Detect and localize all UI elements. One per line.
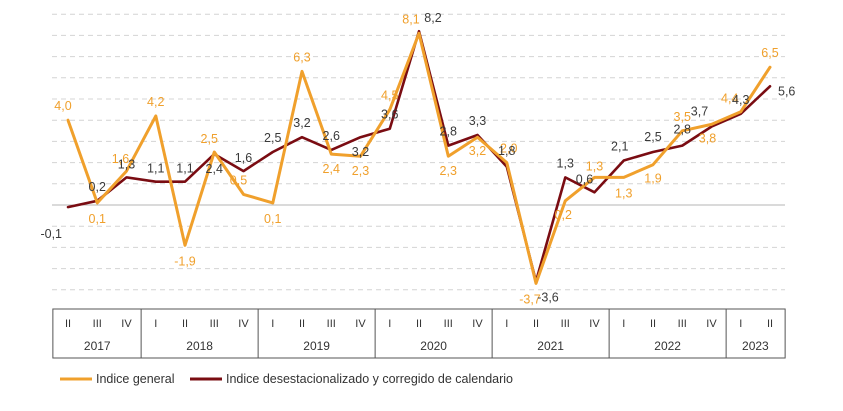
data-label: 4,0 [54,99,71,113]
quarter-tick-label: III [561,318,570,330]
data-label: 3,2 [469,144,486,158]
data-label: 8,1 [402,12,419,26]
quarter-tick-label: II [299,318,305,330]
quarter-tick-label: IV [121,318,132,330]
data-label: 1,1 [147,162,164,176]
data-label: 0,1 [264,212,281,226]
quarter-tick-label: II [65,318,71,330]
data-label: 3,7 [691,105,708,119]
quarter-tick-label: II [533,318,539,330]
data-label: 1,6 [112,152,129,166]
data-label: 3,3 [469,114,486,128]
year-label: 2020 [420,339,447,353]
data-label: 8,2 [424,11,441,25]
quarter-tick-label: III [93,318,102,330]
quarter-tick-label: II [767,318,773,330]
data-label: 1,8 [498,144,515,158]
data-label: -0,1 [40,227,62,241]
data-label: 0,2 [555,208,572,222]
data-label: 3,5 [674,110,691,124]
data-label: 3,6 [381,108,398,122]
data-label: 6,5 [761,46,778,60]
series-line-indice-desestacionalizado [66,29,772,283]
year-label: 2018 [186,339,213,353]
data-label: 3,2 [352,145,369,159]
year-label: 2017 [84,339,111,353]
data-label: 2,1 [611,139,628,153]
data-labels: 4,0 0,1 1,6 4,2 -1,9 2,5 0,5 0,1 6,3 2,4 2,3 4,5 8,1… [40,11,795,306]
data-label: 1,6 [235,151,252,165]
quarter-tick-label: I [622,318,625,330]
data-label: 1,3 [586,159,603,173]
data-label: 2,4 [206,162,223,176]
data-label: 2,6 [323,129,340,143]
data-label: 2,5 [264,131,281,145]
quarter-tick-label: IV [238,318,249,330]
legend-item-indice-desestacionalizado-label: Indice desestacionalizado y corregido de… [226,372,513,386]
data-label: 1,3 [557,156,574,170]
data-label: 4,4 [721,92,738,106]
x-axis: II III IV I II III IV I II III IV I II III IV I II III IV I… [52,308,786,359]
quarter-tick-label: I [505,318,508,330]
data-label: 0,5 [230,173,247,187]
quarter-tick-label: II [650,318,656,330]
chart-gridlines [52,13,785,291]
quarter-tick-label: III [327,318,336,330]
data-label: 3,2 [293,116,310,130]
x-axis-frame [52,308,786,359]
quarter-tick-label: III [444,318,453,330]
year-label: 2019 [303,339,330,353]
data-label: 6,3 [293,50,310,64]
data-label: 2,0 [500,142,517,156]
series-lines [66,29,772,285]
data-label: 2,4 [323,162,340,176]
data-label: 4,3 [732,93,749,107]
data-label: 2,8 [440,125,457,139]
data-label: 0,2 [89,180,106,194]
data-label: 2,8 [674,123,691,137]
quarter-tick-label: III [678,318,687,330]
quarter-tick-label: I [154,318,157,330]
data-label: 0,1 [89,212,106,226]
data-label: 4,2 [147,95,164,109]
quarter-tick-label: I [388,318,391,330]
data-label: -3,6 [537,290,559,304]
legend-item-indice-general-label: Indice general [96,372,175,386]
data-label: 1,9 [644,172,661,186]
data-label: 2,3 [440,164,457,178]
data-label: 3,8 [699,131,716,145]
year-label: 2023 [742,339,769,353]
data-label: 2,3 [352,164,369,178]
data-label: 2,5 [201,132,218,146]
quarter-tick-label: II [182,318,188,330]
data-label: 0,6 [576,172,593,186]
quarter-tick-label: I [271,318,274,330]
data-label: 1,1 [176,162,193,176]
quarter-tick-label: IV [355,318,366,330]
quarter-tick-label: III [210,318,219,330]
year-label: 2021 [537,339,564,353]
quarter-tick-label: II [416,318,422,330]
legend: Indice general Indice desestacionalizado … [60,372,513,386]
data-label: 1,3 [118,157,135,171]
data-label: 2,5 [644,130,661,144]
series-line-indice-general [66,31,772,285]
year-label: 2022 [654,339,681,353]
quarter-tick-label: IV [706,318,717,330]
data-label: -1,9 [174,254,196,268]
quarter-tick-label: IV [589,318,600,330]
data-label: 1,3 [615,186,632,200]
data-label: 5,6 [778,84,795,98]
quarter-tick-label: IV [472,318,483,330]
quarter-tick-label: I [739,318,742,330]
data-label: 4,5 [381,89,398,103]
data-label: -3,7 [519,292,541,306]
